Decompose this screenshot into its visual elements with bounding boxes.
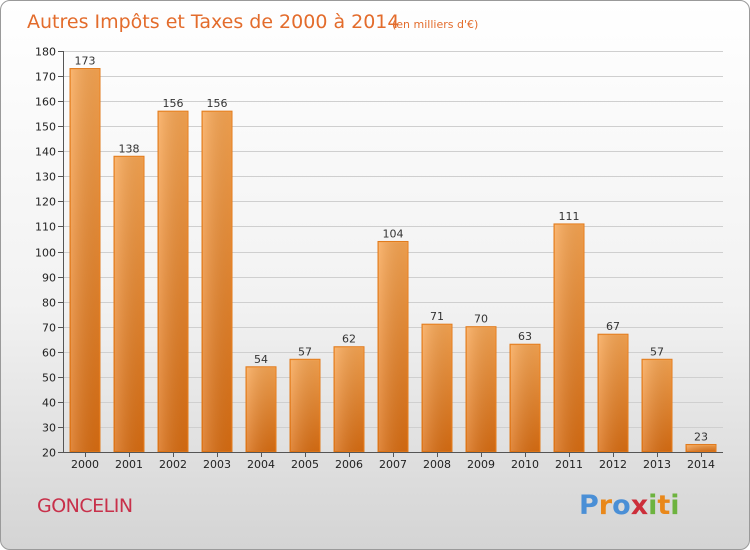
- y-tick-label: 170: [35, 71, 56, 84]
- logo-letter: P: [579, 490, 599, 521]
- bar-value-label: 63: [518, 330, 532, 343]
- y-tick-label: 120: [35, 196, 56, 209]
- logo-letter: x: [630, 490, 649, 521]
- bar-highlight: [643, 360, 671, 451]
- logo-letter: t: [657, 490, 671, 521]
- logo-letter: r: [598, 490, 613, 521]
- bar-value-label: 104: [383, 227, 404, 240]
- bar-highlight: [291, 360, 319, 451]
- x-tick-label: 2009: [467, 458, 495, 471]
- y-tick-label: 150: [35, 121, 56, 134]
- bar-value-label: 23: [694, 430, 708, 443]
- bar-highlight: [555, 224, 583, 451]
- y-tick-label: 180: [35, 46, 56, 59]
- x-tick-label: 2007: [379, 458, 407, 471]
- x-tick-label: 2001: [115, 458, 143, 471]
- x-tick-label: 2014: [687, 458, 715, 471]
- chart-title: Autres Impôts et Taxes de 2000 à 2014: [27, 11, 400, 33]
- x-tick-label: 2012: [599, 458, 627, 471]
- bar-highlight: [247, 367, 275, 451]
- x-tick-label: 2002: [159, 458, 187, 471]
- bar-highlight: [335, 347, 363, 451]
- y-tick-label: 50: [42, 372, 56, 385]
- bar-value-label: 173: [75, 55, 96, 68]
- bar-highlight: [687, 445, 715, 451]
- x-tick-label: 2000: [71, 458, 99, 471]
- logo-letter: o: [612, 490, 631, 521]
- bar-value-label: 57: [650, 345, 664, 358]
- proxiti-logo: Proxiti: [579, 490, 680, 521]
- y-tick-label: 40: [42, 397, 56, 410]
- bar-highlight: [71, 69, 99, 451]
- bar-highlight: [115, 157, 143, 451]
- bars: 173 138 156 156 54 57 62 104 71 70 63 111 67 57 23: [69, 55, 717, 453]
- bar-highlight: [159, 112, 187, 452]
- bar-value-label: 67: [606, 320, 620, 333]
- y-tick-label: 70: [42, 322, 56, 335]
- y-tick-label: 90: [42, 272, 56, 285]
- bar-value-label: 70: [474, 313, 488, 326]
- bar-value-label: 62: [342, 333, 356, 346]
- logo-letter: i: [648, 490, 658, 521]
- y-tick-label: 160: [35, 96, 56, 109]
- bar-value-label: 111: [559, 210, 580, 223]
- bar-highlight: [423, 325, 451, 451]
- y-tick-label: 110: [35, 221, 56, 234]
- y-tick-label: 80: [42, 297, 56, 310]
- x-tick-label: 2010: [511, 458, 539, 471]
- y-tick-label: 140: [35, 146, 56, 159]
- logo-letter: i: [670, 490, 680, 521]
- bar-value-label: 138: [119, 142, 140, 155]
- x-tick-label: 2003: [203, 458, 231, 471]
- bar-highlight: [599, 335, 627, 451]
- x-tick-label: 2008: [423, 458, 451, 471]
- bar-value-label: 156: [207, 97, 228, 110]
- bar-highlight: [467, 327, 495, 451]
- x-tick-label: 2011: [555, 458, 583, 471]
- y-tick-label: 100: [35, 247, 56, 260]
- bar-highlight: [511, 345, 539, 451]
- bar-value-label: 54: [254, 353, 268, 366]
- y-axis: 20 30 40 50 60 70 80 90 100 110 120 130 140 150 160 170…: [35, 46, 64, 460]
- x-tick-label: 2006: [335, 458, 363, 471]
- x-tick-label: 2013: [643, 458, 671, 471]
- chart-subtitle: (en milliers d'€): [392, 18, 478, 31]
- bar-value-label: 71: [430, 310, 444, 323]
- y-tick-label: 30: [42, 422, 56, 435]
- y-tick-label: 20: [42, 447, 56, 460]
- city-name: GONCELIN: [37, 495, 133, 517]
- bar-highlight: [379, 242, 407, 451]
- y-tick-label: 130: [35, 171, 56, 184]
- x-tick-label: 2005: [291, 458, 319, 471]
- bar-value-label: 156: [163, 97, 184, 110]
- y-tick-label: 60: [42, 347, 56, 360]
- x-axis: 2000 2001 2002 2003 2004 2005 2006 2007 2008 2009…: [63, 452, 723, 471]
- bar-value-label: 57: [298, 345, 312, 358]
- x-tick-label: 2004: [247, 458, 275, 471]
- bar-highlight: [203, 112, 231, 452]
